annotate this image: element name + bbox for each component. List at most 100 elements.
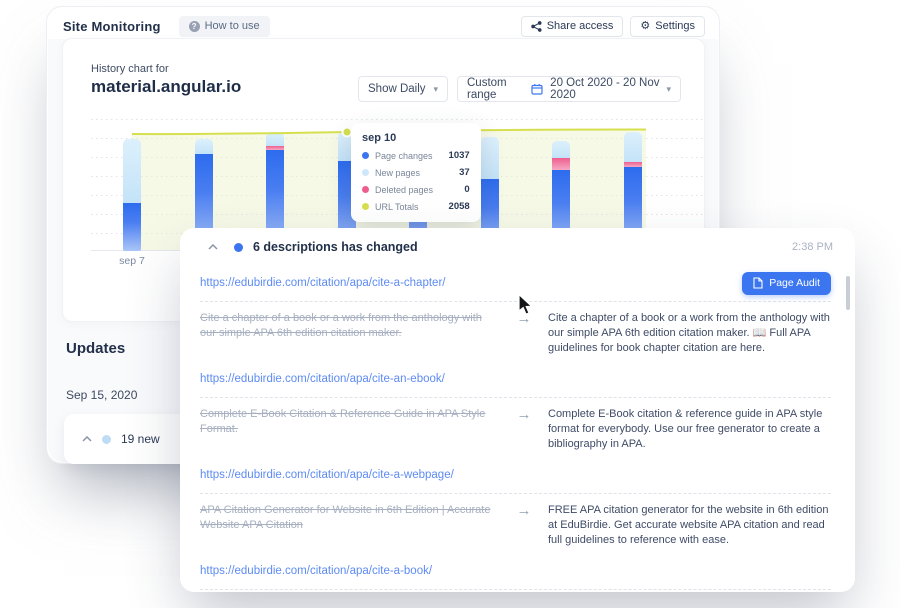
chart-domain: material.angular.io — [91, 77, 242, 96]
share-access-label: Share access — [546, 20, 614, 32]
tooltip-row: Page changes 1037 — [362, 150, 470, 161]
collapse-button[interactable] — [206, 242, 220, 252]
new-pages-segment — [266, 132, 284, 146]
how-to-use-button[interactable]: ? How to use — [178, 15, 270, 37]
arrow-right-icon: → — [516, 310, 532, 327]
tooltip-row: URL Totals 2058 — [362, 201, 470, 212]
share-access-button[interactable]: Share access — [520, 15, 624, 37]
date-range-value: 20 Oct 2020 - 20 Nov 2020 — [550, 77, 660, 101]
date-range-label: Custom range — [467, 77, 507, 101]
tooltip-row-label: URL Totals — [375, 201, 419, 212]
change-type-dot — [234, 242, 243, 252]
change-columns: Complete E-Book Citation & Reference Gui… — [200, 407, 831, 452]
period-select-value: Show Daily — [368, 83, 426, 95]
page-changes-dot — [362, 152, 369, 159]
old-description: Cite a chapter of a book or a work from … — [200, 312, 482, 339]
new-pages-segment — [481, 137, 499, 179]
tooltip-row-value: 2058 — [448, 201, 470, 212]
dashed-divider — [200, 301, 831, 302]
page-title: Site Monitoring — [63, 18, 161, 34]
change-url-row: https://edubirdie.com/citation/apa/cite-… — [200, 559, 831, 583]
updates-title: Updates — [66, 340, 126, 357]
share-icon — [530, 20, 542, 32]
tooltip-row-value: 37 — [459, 167, 470, 178]
period-select[interactable]: Show Daily ▾ — [358, 76, 448, 102]
new-description: Complete E-Book citation & reference gui… — [548, 408, 823, 450]
old-description: Complete E-Book Citation & Reference Gui… — [200, 408, 486, 435]
change-item: https://edubirdie.com/citation/apa/cite-… — [200, 554, 831, 592]
tooltip-row: Deleted pages 0 — [362, 184, 470, 195]
chart-bar[interactable] — [266, 132, 284, 251]
question-icon: ? — [188, 20, 200, 32]
change-url-row: https://edubirdie.com/citation/apa/cite-… — [200, 463, 831, 487]
gear-icon: ⚙ — [640, 19, 651, 32]
calendar-icon — [531, 83, 543, 95]
page-changes-segment — [195, 154, 213, 251]
modal-title: 6 descriptions has changed — [253, 240, 418, 254]
change-columns: APA Citation Generator for Website in 6t… — [200, 503, 831, 548]
new-description: Cite a chapter of a book or a work from … — [548, 312, 830, 354]
chart-bar[interactable] — [195, 139, 213, 251]
tooltip-row-label: New pages — [375, 167, 421, 178]
new-pages-segment — [552, 141, 570, 158]
updates-item-label: 19 new — [121, 432, 160, 446]
tooltip-row-value: 0 — [464, 184, 470, 195]
old-description: APA Citation Generator for Website in 6t… — [200, 504, 491, 531]
modal-header: 6 descriptions has changed 2:38 PM — [180, 228, 855, 266]
updates-date: Sep 15, 2020 — [66, 388, 138, 402]
change-columns: Cite a chapter of a book or a work from … — [200, 311, 831, 356]
change-url[interactable]: https://edubirdie.com/citation/apa/cite-… — [200, 373, 445, 385]
arrow-right-icon: → — [516, 502, 532, 519]
tooltip-date: sep 10 — [362, 132, 397, 144]
change-url-row: https://edubirdie.com/citation/apa/cite-… — [200, 367, 831, 391]
page-changes-segment — [123, 203, 141, 251]
page-audit-button[interactable]: Page Audit — [742, 271, 831, 295]
page-changes-segment — [266, 150, 284, 251]
page-audit-label: Page Audit — [769, 277, 820, 289]
change-item: https://edubirdie.com/citation/apa/cite-… — [200, 458, 831, 554]
chart-subtitle: History chart for — [91, 63, 169, 75]
tooltip-row-value: 1037 — [448, 150, 470, 161]
change-url-row: https://edubirdie.com/citation/apa/cite-… — [200, 271, 831, 295]
new-pages-segment — [123, 139, 141, 203]
new-description: FREE APA citation generator for the webs… — [548, 504, 829, 546]
new-pages-dot — [102, 434, 111, 444]
arrow-right-icon: → — [516, 406, 532, 423]
new-pages-segment — [195, 139, 213, 154]
how-to-use-label: How to use — [204, 20, 260, 32]
changes-modal: 6 descriptions has changed 2:38 PM https… — [180, 228, 855, 592]
change-url[interactable]: https://edubirdie.com/citation/apa/cite-… — [200, 565, 433, 577]
deleted-pages-dot — [362, 186, 369, 193]
chart-bar[interactable] — [123, 139, 141, 251]
modal-timestamp: 2:38 PM — [792, 241, 833, 253]
change-url[interactable]: https://edubirdie.com/citation/apa/cite-… — [200, 277, 446, 289]
changes-list: https://edubirdie.com/citation/apa/cite-… — [180, 266, 855, 592]
page-icon — [753, 277, 763, 289]
new-pages-dot — [362, 169, 369, 176]
deleted-pages-segment — [624, 162, 642, 167]
dashboard-header: Site Monitoring ? How to use Share acces… — [47, 7, 719, 39]
chevron-down-icon: ▾ — [666, 83, 671, 94]
change-item: https://edubirdie.com/citation/apa/cite-… — [200, 362, 831, 458]
deleted-pages-segment — [552, 158, 570, 170]
url-totals-dot — [362, 203, 369, 210]
dashed-divider — [200, 397, 831, 398]
tooltip-row-label: Deleted pages — [375, 184, 434, 195]
settings-label: Settings — [655, 20, 695, 32]
new-pages-segment — [624, 132, 642, 162]
x-axis-label: sep 7 — [119, 255, 145, 267]
settings-button[interactable]: ⚙ Settings — [630, 15, 705, 37]
chevron-down-icon: ▾ — [433, 83, 438, 94]
tooltip-row-label: Page changes — [375, 150, 433, 161]
change-url[interactable]: https://edubirdie.com/citation/apa/cite-… — [200, 469, 454, 481]
chart-tooltip: sep 10 Page changes 1037 New pages 37 Delete… — [351, 123, 481, 222]
chevron-up-icon — [82, 436, 92, 442]
deleted-pages-segment — [266, 146, 284, 150]
date-range-select[interactable]: Custom range 20 Oct 2020 - 20 Nov 2020 ▾ — [457, 76, 681, 102]
dashed-divider — [200, 589, 831, 590]
dashed-divider — [200, 493, 831, 494]
scrollbar-thumb[interactable] — [846, 276, 850, 310]
tooltip-row: New pages 37 — [362, 167, 470, 178]
change-item: https://edubirdie.com/citation/apa/cite-… — [200, 266, 831, 362]
